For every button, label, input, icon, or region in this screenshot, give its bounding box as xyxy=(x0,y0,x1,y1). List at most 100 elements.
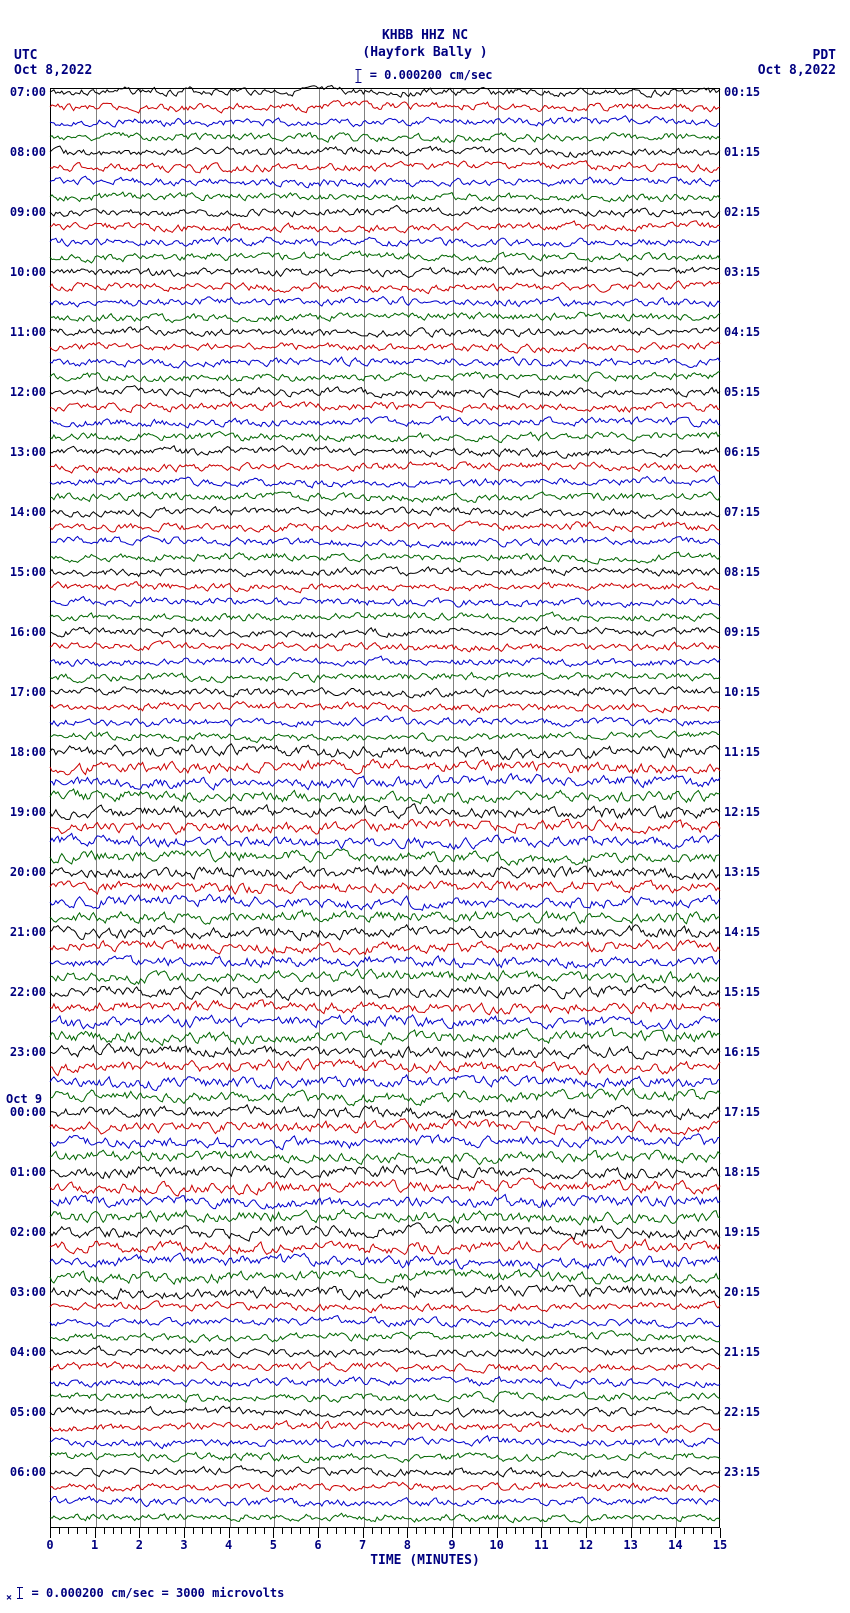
xaxis-tick-label: 8 xyxy=(404,1538,411,1552)
seismic-trace xyxy=(50,880,720,895)
xaxis-minor-tick xyxy=(506,1528,507,1534)
xaxis-minor-tick xyxy=(559,1528,560,1534)
pdt-hour-label: 12:15 xyxy=(724,805,784,819)
seismic-trace xyxy=(50,820,720,835)
xaxis-major-tick xyxy=(631,1528,632,1538)
xaxis-minor-tick xyxy=(443,1528,444,1534)
xaxis-minor-tick xyxy=(470,1528,471,1534)
xaxis-minor-tick xyxy=(175,1528,176,1534)
xaxis-tick-label: 0 xyxy=(46,1538,53,1552)
pdt-hour-label: 08:15 xyxy=(724,565,784,579)
seismic-trace xyxy=(50,970,720,985)
seismic-trace xyxy=(50,220,720,235)
seismic-trace xyxy=(50,610,720,625)
xaxis-major-tick xyxy=(586,1528,587,1538)
xaxis-minor-tick xyxy=(416,1528,417,1534)
xaxis-minor-tick xyxy=(255,1528,256,1534)
xaxis-major-tick xyxy=(363,1528,364,1538)
seismic-trace xyxy=(50,1255,720,1270)
seismic-trace xyxy=(50,1225,720,1240)
xaxis-minor-tick xyxy=(77,1528,78,1534)
xaxis-major-tick xyxy=(497,1528,498,1538)
xaxis-major-tick xyxy=(675,1528,676,1538)
seismic-trace xyxy=(50,625,720,640)
seismic-trace xyxy=(50,385,720,400)
seismic-trace xyxy=(50,1300,720,1315)
xaxis-minor-tick xyxy=(389,1528,390,1534)
seismic-trace xyxy=(50,1315,720,1330)
seismic-trace xyxy=(50,910,720,925)
xaxis-minor-tick xyxy=(640,1528,641,1534)
pdt-hour-label: 16:15 xyxy=(724,1045,784,1059)
pdt-hour-label: 05:15 xyxy=(724,385,784,399)
pdt-hour-label: 01:15 xyxy=(724,145,784,159)
scale-note: = 0.000200 cm/sec xyxy=(357,68,492,83)
tz-left-date: Oct 8,2022 xyxy=(14,63,92,78)
seismic-trace xyxy=(50,130,720,145)
utc-hour-label: 13:00 xyxy=(0,445,46,459)
xaxis-minor-tick xyxy=(130,1528,131,1534)
xaxis-major-tick xyxy=(318,1528,319,1538)
xaxis-minor-tick xyxy=(220,1528,221,1534)
xaxis-tick-label: 9 xyxy=(448,1538,455,1552)
xaxis-minor-tick xyxy=(488,1528,489,1534)
xaxis-minor-tick xyxy=(59,1528,60,1534)
pdt-hour-label: 23:15 xyxy=(724,1465,784,1479)
utc-hour-label: 16:00 xyxy=(0,625,46,639)
xaxis-minor-tick xyxy=(157,1528,158,1534)
seismic-trace xyxy=(50,355,720,370)
seismic-trace xyxy=(50,115,720,130)
xaxis-tick-label: 10 xyxy=(489,1538,503,1552)
xaxis-tick-label: 4 xyxy=(225,1538,232,1552)
date-break-label: Oct 9 xyxy=(6,1092,42,1106)
seismic-trace xyxy=(50,1150,720,1165)
xaxis-minor-tick xyxy=(372,1528,373,1534)
utc-hour-label: 19:00 xyxy=(0,805,46,819)
seismic-trace xyxy=(50,430,720,445)
xaxis-minor-tick xyxy=(657,1528,658,1534)
seismic-trace xyxy=(50,1495,720,1510)
seismic-trace xyxy=(50,1450,720,1465)
seismic-trace xyxy=(50,190,720,205)
seismic-trace xyxy=(50,370,720,385)
footer-note: × = 0.000200 cm/sec = 3000 microvolts xyxy=(6,1586,284,1603)
tz-right-label: PDT xyxy=(758,48,836,63)
pdt-hour-label: 02:15 xyxy=(724,205,784,219)
xaxis-minor-tick xyxy=(684,1528,685,1534)
utc-hour-label: 14:00 xyxy=(0,505,46,519)
seismic-trace xyxy=(50,340,720,355)
seismic-trace xyxy=(50,790,720,805)
seismic-trace xyxy=(50,160,720,175)
utc-hour-label: 04:00 xyxy=(0,1345,46,1359)
seismic-trace xyxy=(50,1120,720,1135)
seismic-trace xyxy=(50,1060,720,1075)
seismic-trace xyxy=(50,550,720,565)
xaxis-minor-tick xyxy=(327,1528,328,1534)
header-block: KHBB HHZ NC (Hayfork Bally ) xyxy=(0,28,850,62)
seismic-trace xyxy=(50,205,720,220)
utc-hour-label: 10:00 xyxy=(0,265,46,279)
utc-hour-label: 00:00 xyxy=(0,1105,46,1119)
xaxis-major-tick xyxy=(139,1528,140,1538)
xaxis-title: TIME (MINUTES) xyxy=(0,1553,850,1568)
xaxis-minor-tick xyxy=(309,1528,310,1534)
utc-hour-label: 22:00 xyxy=(0,985,46,999)
seismic-trace xyxy=(50,1465,720,1480)
scale-bar-icon xyxy=(357,69,358,83)
seismic-trace xyxy=(50,520,720,535)
xaxis-minor-tick xyxy=(550,1528,551,1534)
xaxis-tick-label: 7 xyxy=(359,1538,366,1552)
xaxis-minor-tick xyxy=(381,1528,382,1534)
seismic-trace xyxy=(50,835,720,850)
seismic-trace xyxy=(50,985,720,1000)
seismic-trace xyxy=(50,1075,720,1090)
seismic-trace xyxy=(50,490,720,505)
seismic-trace xyxy=(50,235,720,250)
xaxis-minor-tick xyxy=(113,1528,114,1534)
xaxis-tick-label: 2 xyxy=(136,1538,143,1552)
pdt-hour-label: 11:15 xyxy=(724,745,784,759)
seismic-trace xyxy=(50,1270,720,1285)
seismic-trace xyxy=(50,955,720,970)
tz-left-label: UTC xyxy=(14,48,92,63)
tz-left-block: UTC Oct 8,2022 xyxy=(14,48,92,78)
